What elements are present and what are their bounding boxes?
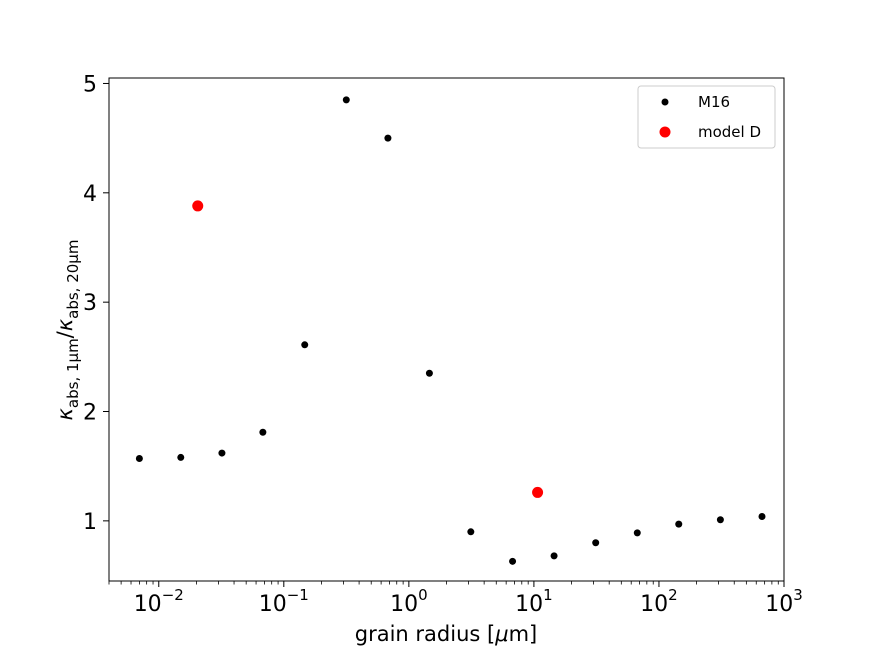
- m16-point: [425, 369, 433, 377]
- legend: M16 model D: [637, 85, 776, 149]
- model-d-point: [192, 200, 204, 212]
- m16-point: [135, 455, 143, 463]
- x-tick-label: 102: [640, 586, 678, 617]
- legend-marker-model-d: [659, 126, 671, 138]
- y-tick-label: 5: [83, 72, 97, 97]
- m16-point: [758, 512, 766, 520]
- x-tick-label: 103: [765, 586, 803, 617]
- m16-point: [342, 96, 350, 104]
- plot-area: [108, 77, 785, 582]
- x-axis: 10−2 10−1 100 101 102 103: [108, 581, 803, 617]
- legend-box: [637, 85, 776, 149]
- y-tick-label: 4: [83, 182, 97, 207]
- model-d-point: [532, 486, 544, 498]
- m16-point: [177, 453, 185, 461]
- m16-point: [218, 449, 226, 457]
- x-tick-label: 10−2: [134, 586, 184, 617]
- m16-point: [259, 428, 267, 436]
- m16-point: [716, 516, 724, 524]
- x-tick-label: 100: [390, 586, 428, 617]
- data-points: [135, 96, 766, 565]
- y-tick-label: 3: [83, 291, 97, 316]
- y-axis-label: κabs, 1μm/κabs, 20μm: [53, 240, 82, 421]
- m16-point: [509, 557, 517, 565]
- y-axis: 1 2 3 4 5: [83, 72, 109, 535]
- m16-point: [550, 552, 558, 560]
- legend-marker-m16: [661, 98, 669, 106]
- m16-point: [633, 529, 641, 537]
- m16-point: [675, 520, 683, 528]
- m16-point: [301, 341, 309, 349]
- x-tick-label: 101: [515, 586, 553, 617]
- legend-label-model-d: model D: [698, 123, 761, 141]
- y-tick-label: 2: [83, 401, 97, 426]
- x-tick-label: 10−1: [259, 586, 309, 617]
- m16-point: [592, 539, 600, 547]
- y-tick-label: 1: [83, 510, 97, 535]
- x-axis-label: grain radius [μm]: [355, 622, 537, 646]
- m16-point: [384, 134, 392, 142]
- m16-point: [467, 528, 475, 536]
- legend-label-m16: M16: [698, 93, 730, 111]
